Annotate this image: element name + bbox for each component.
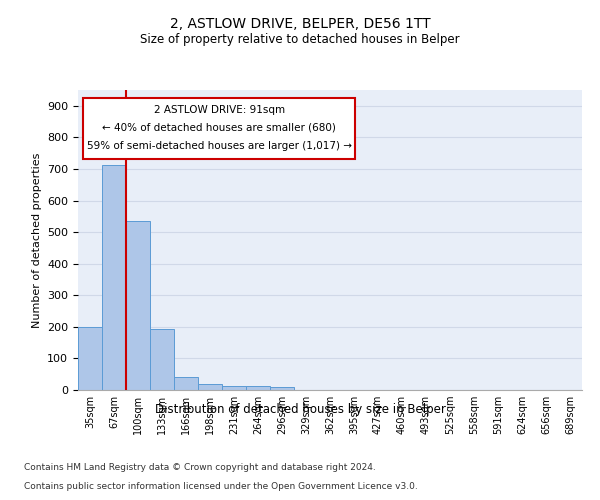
Bar (78, 327, 102, 390)
Bar (270, 387, 294, 390)
Text: 59% of semi-detached houses are larger (1,017) →: 59% of semi-detached houses are larger (… (86, 141, 352, 151)
Text: ← 40% of detached houses are smaller (680): ← 40% of detached houses are smaller (68… (102, 123, 336, 133)
Text: Contains HM Land Registry data © Crown copyright and database right 2024.: Contains HM Land Registry data © Crown c… (24, 464, 376, 472)
Bar (222, 386, 246, 390)
Text: 2 ASTLOW DRIVE: 91sqm: 2 ASTLOW DRIVE: 91sqm (154, 105, 284, 115)
FancyBboxPatch shape (83, 98, 355, 159)
Y-axis label: Number of detached properties: Number of detached properties (32, 152, 41, 328)
Bar (102, 165, 126, 390)
Text: Size of property relative to detached houses in Belper: Size of property relative to detached ho… (140, 32, 460, 46)
Text: Distribution of detached houses by size in Belper: Distribution of detached houses by size … (155, 402, 445, 415)
Text: 2, ASTLOW DRIVE, BELPER, DE56 1TT: 2, ASTLOW DRIVE, BELPER, DE56 1TT (170, 18, 430, 32)
Bar (174, 377, 198, 390)
Bar (126, 220, 150, 390)
Bar (198, 384, 222, 390)
Text: Contains public sector information licensed under the Open Government Licence v3: Contains public sector information licen… (24, 482, 418, 491)
Bar (246, 386, 270, 390)
Bar (150, 328, 174, 390)
